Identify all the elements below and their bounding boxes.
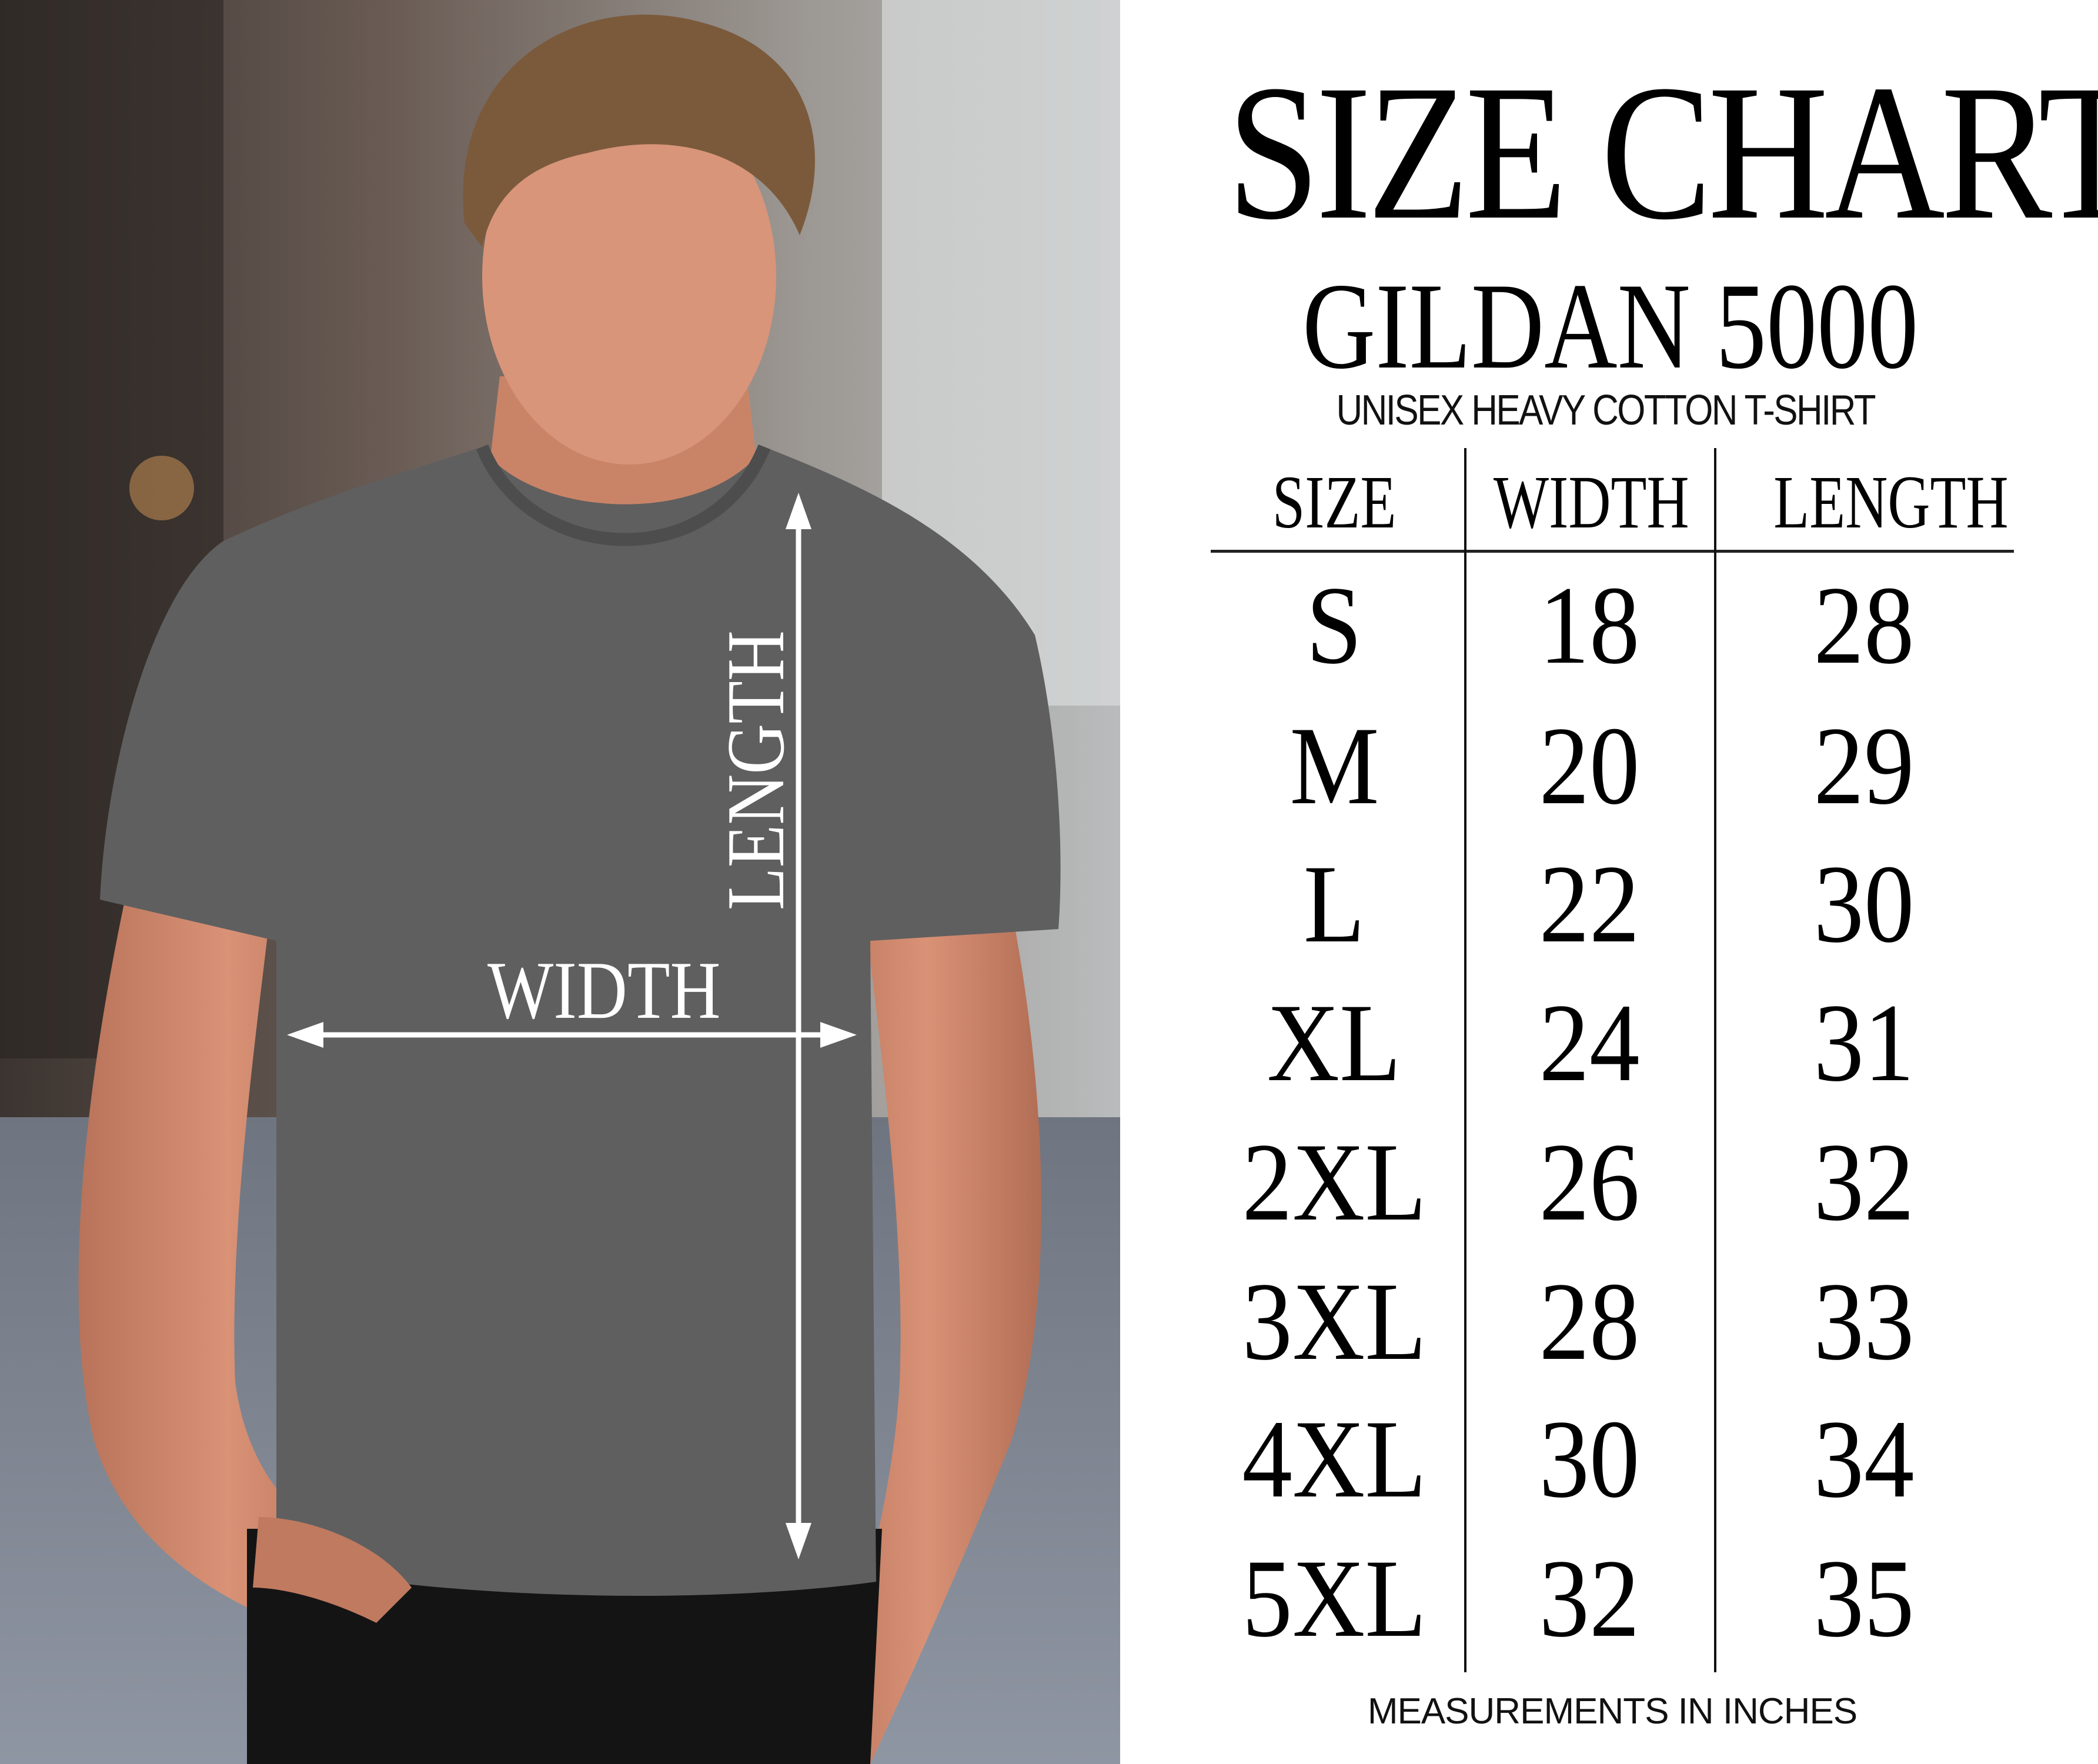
cell-text: 20 <box>1539 704 1640 828</box>
cell-text: 28 <box>1539 1260 1640 1384</box>
cell-size: S <box>1211 570 1458 681</box>
measurement-arrows <box>0 0 1120 1764</box>
column-header-width: WIDTH <box>1466 465 1713 540</box>
title-text: SIZE CHART <box>1227 45 2098 260</box>
cell-width: 22 <box>1466 848 1713 960</box>
page-title: SIZE CHART <box>1153 56 2098 250</box>
product-subtitle: UNISEX HEAVY COTTON T-SHIRT <box>1235 389 1976 432</box>
measurement-note: MEASUREMENTS IN INCHES <box>1367 1691 1858 1732</box>
column-header-size: SIZE <box>1211 465 1458 540</box>
cell-text: 26 <box>1539 1121 1640 1244</box>
cell-length: 30 <box>1740 848 1987 960</box>
cell-length: 28 <box>1740 570 1987 681</box>
cell-text: 29 <box>1813 704 1915 828</box>
cell-size: M <box>1211 710 1458 822</box>
cell-text: M <box>1289 704 1379 828</box>
cell-text: 24 <box>1539 981 1640 1105</box>
width-label-text: WIDTH <box>487 945 721 1036</box>
column-divider <box>1464 448 1466 1672</box>
cell-text: 28 <box>1813 564 1915 687</box>
cell-width: 30 <box>1466 1404 1713 1515</box>
length-label: LENGTH <box>710 630 801 935</box>
model-photo: WIDTH LENGTH <box>0 0 1120 1764</box>
column-header-length: LENGTH <box>1740 465 2008 540</box>
cell-text: 2XL <box>1242 1121 1426 1244</box>
cell-width: 24 <box>1466 987 1713 1099</box>
cell-text: 4XL <box>1242 1398 1426 1521</box>
model-illustration <box>0 0 1120 1764</box>
cell-length: 35 <box>1740 1543 1987 1655</box>
width-label: WIDTH <box>467 950 721 1032</box>
cell-width: 18 <box>1466 570 1713 681</box>
cell-length: 34 <box>1740 1404 1987 1515</box>
cell-text: 32 <box>1813 1121 1915 1244</box>
cell-width: 20 <box>1466 710 1713 822</box>
cell-text: 22 <box>1539 843 1640 966</box>
cell-text: 18 <box>1539 564 1640 687</box>
cell-size: 4XL <box>1211 1404 1458 1515</box>
cell-text: 5XL <box>1242 1537 1426 1661</box>
header-text: WIDTH <box>1493 460 1689 544</box>
cell-length: 32 <box>1740 1127 1987 1238</box>
cell-text: 30 <box>1539 1398 1640 1521</box>
length-arrow <box>786 493 811 1559</box>
column-divider <box>1714 448 1716 1672</box>
header-divider <box>1211 550 2014 553</box>
product-model: GILDAN 5000 <box>1235 258 1976 395</box>
cell-text: XL <box>1267 981 1401 1105</box>
cell-length: 33 <box>1740 1266 1987 1378</box>
cell-text: 34 <box>1813 1398 1915 1521</box>
cell-length: 29 <box>1740 710 1987 822</box>
model-text: GILDAN 5000 <box>1302 258 1919 395</box>
cell-text: 3XL <box>1242 1260 1426 1384</box>
cell-width: 32 <box>1466 1543 1713 1655</box>
cell-text: 32 <box>1539 1537 1640 1661</box>
cell-size: 3XL <box>1211 1266 1458 1378</box>
cell-length: 31 <box>1740 987 1987 1099</box>
cell-text: 30 <box>1813 843 1915 966</box>
width-arrow <box>287 1022 857 1048</box>
cell-text: 33 <box>1813 1260 1915 1384</box>
cell-text: 31 <box>1813 981 1915 1105</box>
cell-text: 35 <box>1813 1537 1915 1661</box>
cell-size: 5XL <box>1211 1543 1458 1655</box>
length-label-text: LENGTH <box>710 630 801 911</box>
header-text: SIZE <box>1272 460 1397 544</box>
cell-text: L <box>1303 843 1365 966</box>
cell-size: 2XL <box>1211 1127 1458 1238</box>
cell-size: L <box>1211 848 1458 960</box>
cell-width: 26 <box>1466 1127 1713 1238</box>
subtitle-text: UNISEX HEAVY COTTON T-SHIRT <box>1336 387 1876 434</box>
cell-width: 28 <box>1466 1266 1713 1378</box>
cell-size: XL <box>1211 987 1458 1099</box>
cell-text: S <box>1306 564 1362 687</box>
header-text: LENGTH <box>1773 460 2009 544</box>
